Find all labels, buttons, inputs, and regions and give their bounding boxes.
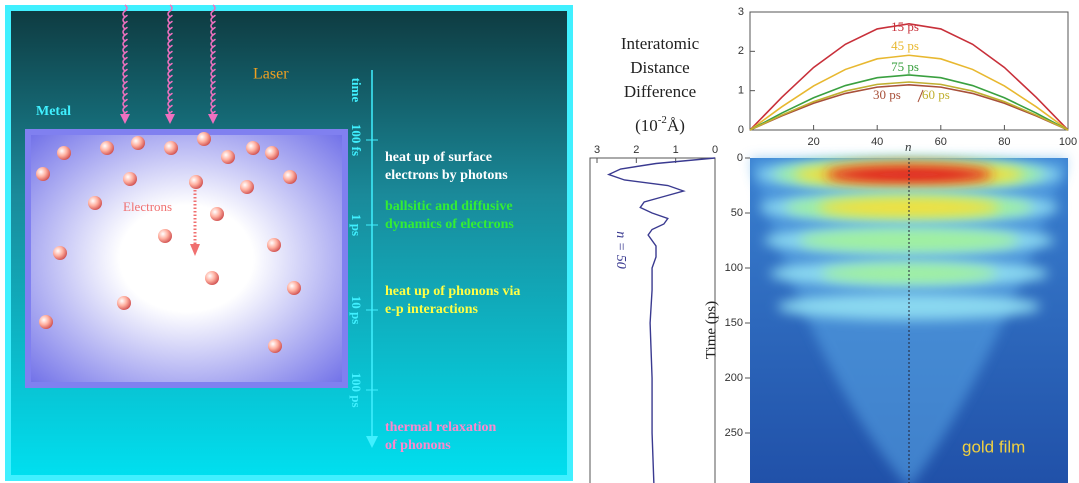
x-tick-label: 80 [998, 136, 1010, 148]
series-label: 75 ps [891, 59, 919, 74]
electron [131, 136, 145, 150]
event-text: heat up of surface [385, 150, 492, 165]
electron [100, 141, 114, 155]
time-tick-label: 100 fs [349, 124, 364, 156]
y-tick-label: 100 [725, 262, 743, 274]
electron [287, 281, 301, 295]
x-tick-label: 2 [633, 144, 639, 156]
time-tick-label: 10 ps [349, 296, 364, 325]
laser-label: Laser [253, 66, 289, 83]
series-label: 30 ps [873, 87, 901, 102]
electron [36, 167, 50, 181]
electron [117, 296, 131, 310]
y-tick-label: 250 [725, 427, 743, 439]
time-axis-title: time [349, 78, 364, 103]
electrons-label: Electrons [123, 199, 172, 214]
time-tick-label: 100 ps [349, 372, 364, 407]
profile-annotation: n = 50 [613, 231, 628, 268]
unit-base: (10 [635, 116, 658, 135]
metal-label: Metal [36, 104, 71, 119]
x-axis-label: n [905, 139, 912, 154]
x-tick-label: 3 [594, 144, 600, 156]
unit-rest: Å) [667, 116, 685, 135]
event-text: thermal relaxation [385, 420, 497, 435]
y-axis-label: Time (ps) [703, 301, 719, 359]
y-tick-label: 50 [731, 207, 743, 219]
y-tick-label: 0 [737, 152, 743, 164]
y-tick-label: 200 [725, 372, 743, 384]
electron [164, 141, 178, 155]
series-label: 60 ps [922, 87, 950, 102]
event-text: electrons by photons [385, 168, 508, 183]
figure: Laser Metal Electrons time 100 fs 1 ps 10 … [0, 0, 1079, 483]
y-tick-label: 3 [738, 6, 744, 18]
electron [240, 180, 254, 194]
time-tick-label: 1 ps [349, 214, 364, 236]
x-tick-label: 0 [712, 144, 718, 156]
electron [265, 146, 279, 160]
y-axis-label: Interatomic [621, 34, 700, 53]
y-axis-label: Difference [624, 82, 696, 101]
x-tick-label: 1 [673, 144, 679, 156]
event-text: dynamics of electrons [385, 217, 514, 232]
electron [88, 196, 102, 210]
electron [39, 315, 53, 329]
electron [246, 141, 260, 155]
electron [189, 175, 203, 189]
electron [210, 207, 224, 221]
y-tick-label: 1 [738, 85, 744, 97]
x-tick-label: 20 [807, 136, 819, 148]
y-tick-label: 0 [738, 124, 744, 136]
electron [268, 339, 282, 353]
event-text: ballsitic and diffusive [385, 199, 513, 214]
x-tick-label: 60 [935, 136, 947, 148]
electron [205, 271, 219, 285]
electron [197, 132, 211, 146]
y-tick-label: 150 [725, 317, 743, 329]
series-label: 45 ps [891, 38, 919, 53]
electron [57, 146, 71, 160]
electron [221, 150, 235, 164]
y-axis-label: Distance [630, 58, 689, 77]
unit-exp: -2 [658, 114, 667, 126]
y-tick-label: 2 [738, 45, 744, 57]
electron [53, 246, 67, 260]
electron [283, 170, 297, 184]
x-tick-label: 100 [1059, 136, 1077, 148]
electron [158, 229, 172, 243]
x-tick-label: 40 [871, 136, 883, 148]
event-text: heat up of phonons via [385, 284, 520, 299]
metal-block [28, 132, 345, 385]
electron [267, 238, 281, 252]
electron [123, 172, 137, 186]
series-label: 15 ps [891, 19, 919, 34]
y-axis-unit: (10-2Å) [635, 114, 685, 135]
heatmap-annotation: gold film [962, 437, 1025, 456]
event-text: of phonons [385, 438, 451, 453]
event-text: e-p interactions [385, 302, 478, 317]
heatmap-peak [799, 229, 1019, 252]
